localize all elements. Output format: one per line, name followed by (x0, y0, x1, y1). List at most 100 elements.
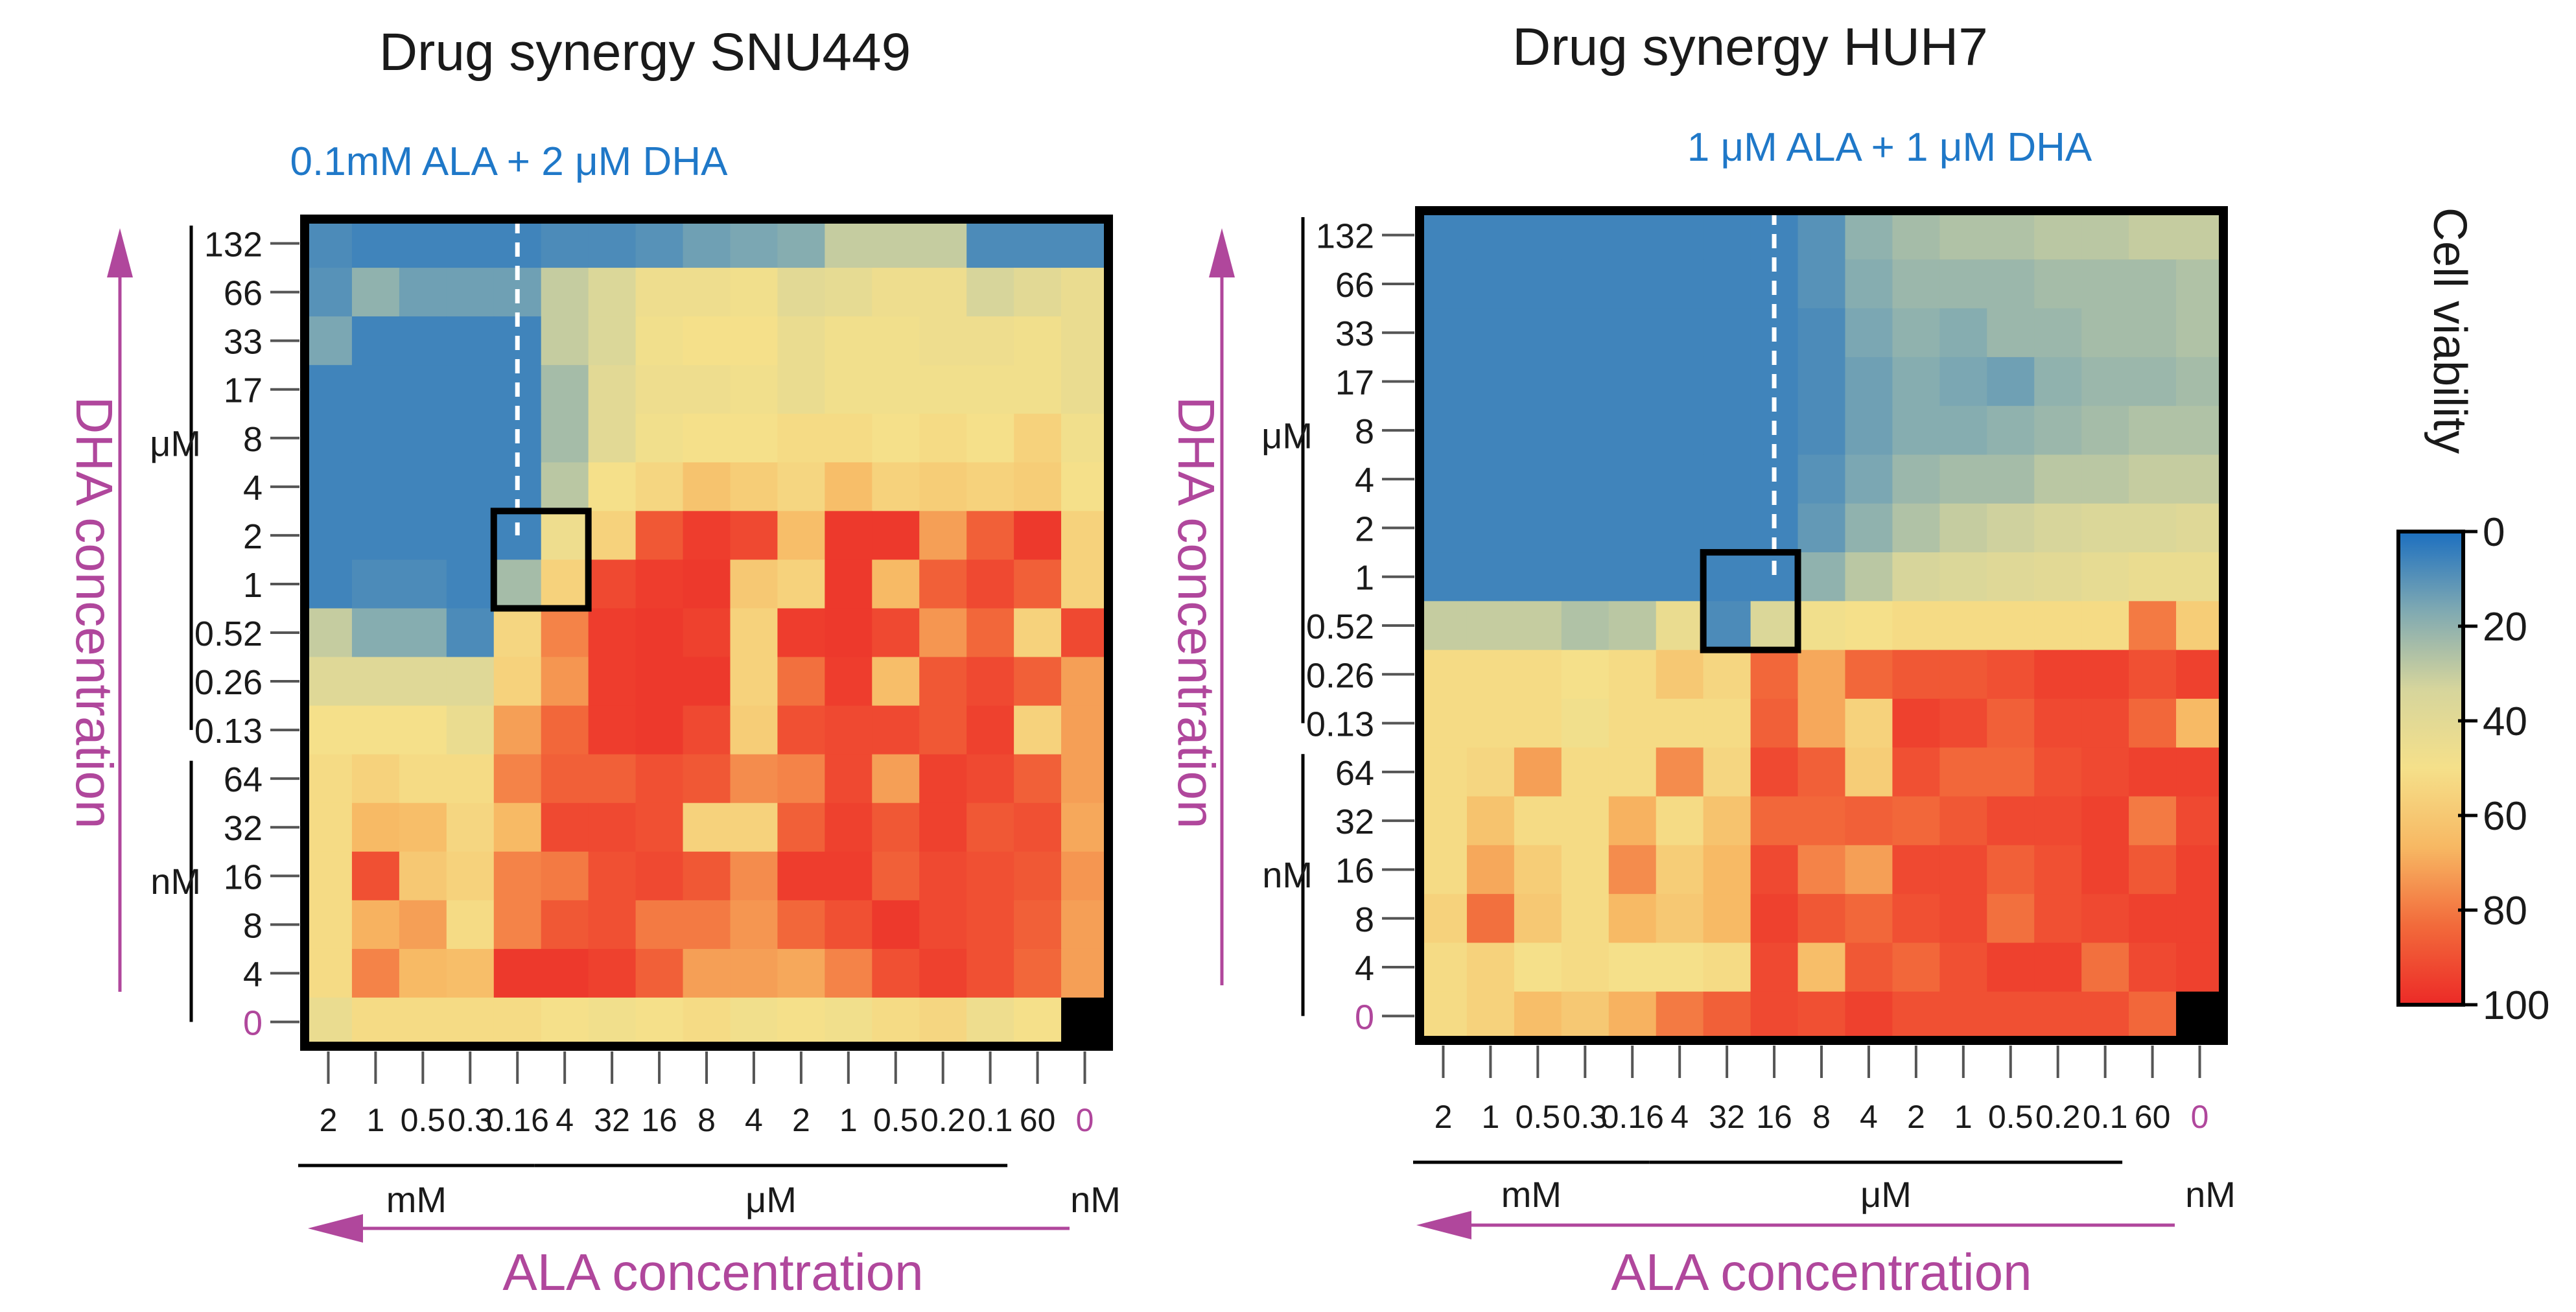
heatmap-cell (2176, 845, 2224, 895)
heatmap-cell (399, 462, 447, 511)
heatmap-cell (305, 948, 353, 998)
heatmap-cell (777, 365, 825, 414)
heatmap-cell (825, 414, 872, 463)
heatmap-cell (399, 365, 447, 414)
heatmap-cell (2034, 211, 2082, 260)
heatmap-cell (1061, 219, 1109, 268)
heatmap-cell (1987, 308, 2035, 358)
heatmap-cell (966, 414, 1014, 463)
heatmap-cell (1466, 698, 1515, 748)
heatmap-cell (2176, 503, 2224, 553)
x-tick-label: 0 (2191, 1099, 2209, 1135)
heatmap-cell (1514, 991, 1562, 1041)
x-tick-label: 16 (1756, 1099, 1792, 1135)
y-tick-labels: 132 66 33 17 8 4 2 1 0.52 0.26 0.13 64 32 16 8 4 0 (1306, 217, 1414, 1037)
heatmap-cell (777, 705, 825, 755)
heatmap-cell (777, 268, 825, 317)
heatmap-cell (1014, 365, 1062, 414)
x-tick-label: 2 (1907, 1099, 1925, 1135)
heatmap-cell (2081, 894, 2129, 944)
heatmap-cell (1514, 894, 1562, 944)
heatmap-cell (1420, 454, 1468, 504)
heatmap-cell (1892, 747, 1940, 797)
heatmap-cell (541, 657, 589, 707)
heatmap-cell (351, 462, 400, 511)
heatmap-cell (1608, 601, 1657, 651)
x-tick-label: 60 (2135, 1099, 2171, 1135)
heatmap-cell (730, 705, 779, 755)
heatmap-cell (1561, 991, 1610, 1041)
heatmap-cell (919, 657, 967, 707)
y-tick-label: 4 (243, 955, 263, 994)
heatmap-cell (825, 316, 872, 366)
y-unit-label: nM (1262, 854, 1313, 895)
heatmap-cell (2034, 259, 2082, 309)
heatmap-cell (1892, 698, 1940, 748)
heatmap-cell (1656, 211, 1704, 260)
heatmap-cell (1420, 796, 1468, 846)
heatmap-cell (683, 657, 731, 707)
heatmap-cell (872, 414, 920, 463)
heatmap-cell (966, 608, 1014, 658)
heatmap-cell (1750, 845, 1799, 895)
y-tick-label: 4 (1355, 461, 1374, 500)
heatmap-cell (1466, 845, 1515, 895)
heatmap-cell (1845, 894, 1893, 944)
heatmap-cell (1514, 503, 1562, 553)
y-axis-arrow-head (107, 228, 133, 277)
heatmap-cell (635, 900, 684, 950)
x-unit-label: mM (386, 1179, 447, 1220)
heatmap-cell (919, 414, 967, 463)
heatmap-decor (490, 219, 592, 612)
heatmap-cell (1014, 559, 1062, 609)
heatmap-cell (2176, 308, 2224, 358)
heatmap-cell (730, 948, 779, 998)
heatmap-cell (1014, 705, 1062, 755)
x-tick-label: 0 (1076, 1102, 1094, 1138)
heatmap-cell (1466, 552, 1515, 602)
heatmap-cell (399, 219, 447, 268)
heatmap-cell (446, 316, 495, 366)
heatmap-cell (777, 414, 825, 463)
heatmap-cell (1892, 650, 1940, 699)
heatmap-cell (872, 754, 920, 804)
heatmap-cell (2034, 552, 2082, 602)
heatmap-cell (305, 462, 353, 511)
heatmap-cell (1703, 747, 1751, 797)
y-axis-label: DHA concentration (1167, 396, 1225, 828)
y-tick-label: 0.52 (1306, 607, 1374, 646)
colorbar-tick-label: 80 (2483, 889, 2527, 933)
heatmap-cell (446, 462, 495, 511)
heatmap-cell (2176, 943, 2224, 992)
heatmap-cell (2081, 698, 2129, 748)
heatmap-cell (1987, 747, 2035, 797)
heatmap-cell (305, 365, 353, 414)
heatmap-cell (919, 997, 967, 1047)
heatmap-cell (1420, 259, 1468, 309)
heatmap-cell (588, 511, 637, 561)
heatmap-cell (1514, 211, 1562, 260)
heatmap-cell (399, 754, 447, 804)
heatmap-cell (1750, 894, 1799, 944)
heatmap-cell (1656, 943, 1704, 992)
heatmap-cell (305, 559, 353, 609)
heatmap-cell (1797, 796, 1846, 846)
heatmap-cell (1892, 357, 1940, 406)
heatmap-cell (1420, 503, 1468, 553)
heatmap-cell (919, 511, 967, 561)
heatmap-cell (966, 559, 1014, 609)
heatmap-cell (1892, 601, 1940, 651)
heatmap-cell (1939, 650, 1987, 699)
y-unit-label: μM (1261, 415, 1313, 456)
x-tick-label: 0.3 (1563, 1099, 1608, 1135)
heatmap-cell (2034, 454, 2082, 504)
x-tick-label: 0.3 (448, 1102, 493, 1138)
y-tick-label: 16 (1335, 851, 1374, 890)
heatmap-cell (825, 997, 872, 1047)
heatmap-cell (1892, 552, 1940, 602)
heatmap-cells (305, 219, 1109, 1047)
x-tick-label: 4 (1860, 1099, 1878, 1135)
heatmap-cell (966, 511, 1014, 561)
heatmap-cell (1892, 308, 1940, 358)
